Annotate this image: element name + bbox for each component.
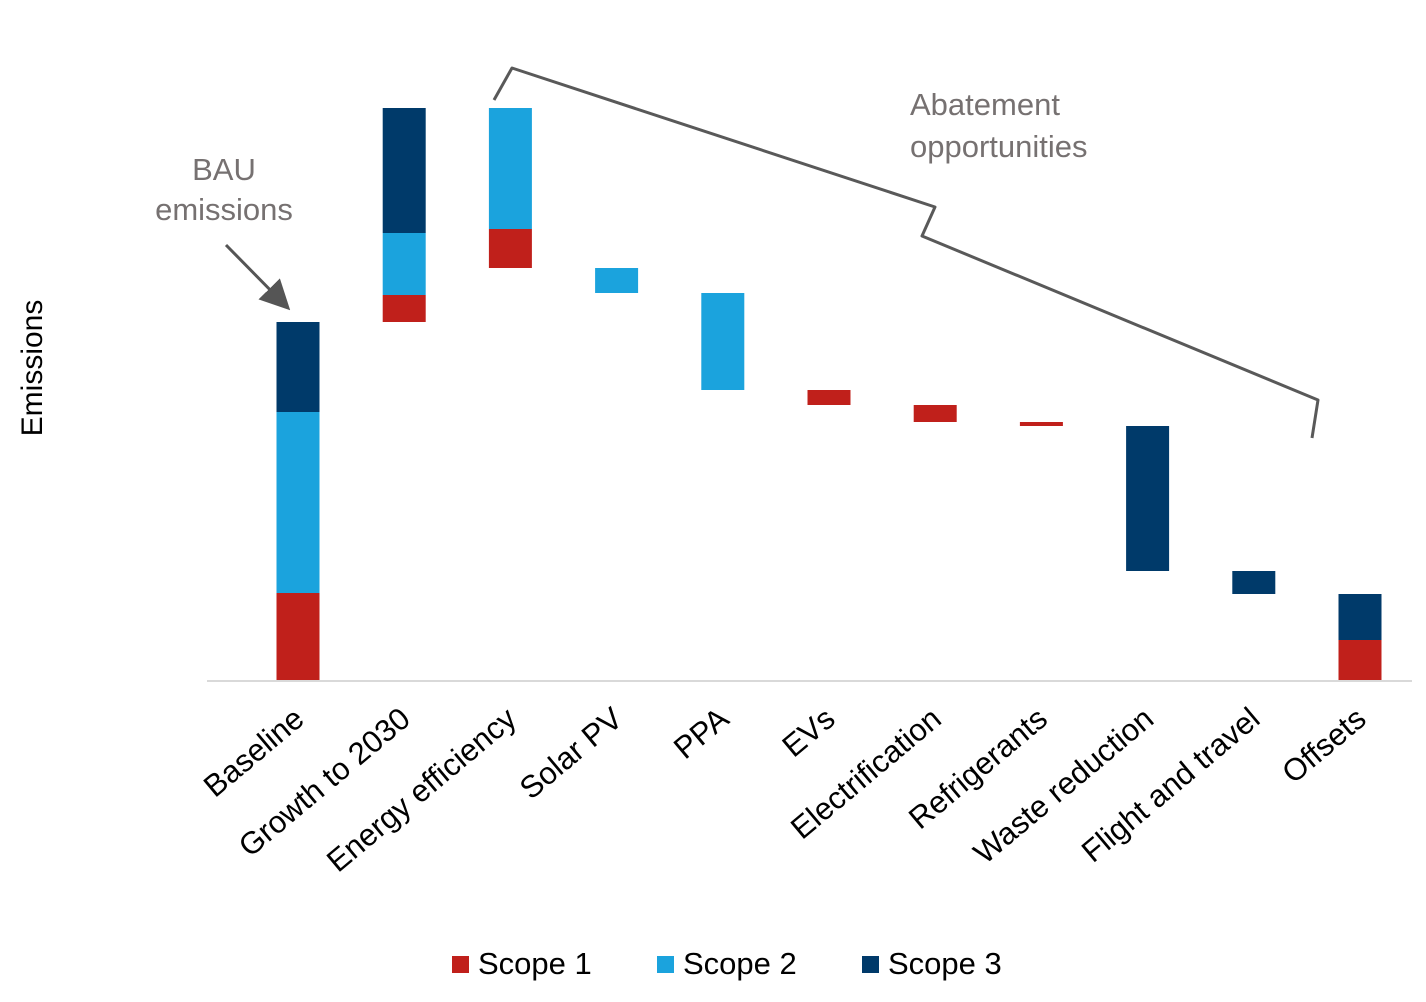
legend-swatch-scope-1 xyxy=(452,956,469,973)
bau-arrow xyxy=(224,243,291,311)
x-tick-evs: EVs xyxy=(775,701,841,764)
abatement-annotation: Abatement opportunities xyxy=(492,66,1320,439)
bar-energy-efficiency-scope-1 xyxy=(488,229,532,268)
y-axis-title: Emissions xyxy=(16,300,49,437)
bau-annotation-line-2: emissions xyxy=(155,192,293,227)
bau-annotation-line-1: BAU xyxy=(192,152,256,187)
x-tick-energy-efficiency: Energy efficiency xyxy=(320,700,523,879)
bar-waste-reduction-scope-3 xyxy=(1126,426,1170,571)
bar-refrigerants-scope-1 xyxy=(1019,422,1063,426)
legend-label-scope-3: Scope 3 xyxy=(888,946,1002,981)
legend-label-scope-2: Scope 2 xyxy=(683,946,797,981)
legend-swatch-scope-3 xyxy=(862,956,879,973)
bau-annotation: BAU emissions xyxy=(155,152,293,311)
bar-growth-to-2030-scope-1 xyxy=(382,295,426,322)
legend-item-scope-1: Scope 1 xyxy=(452,946,592,981)
bar-energy-efficiency-scope-2 xyxy=(488,108,532,229)
bar-baseline-scope-1 xyxy=(276,593,320,680)
bar-offsets-scope-3 xyxy=(1338,594,1382,640)
bar-growth-to-2030-scope-2 xyxy=(382,233,426,295)
x-tick-offsets: Offsets xyxy=(1275,701,1372,791)
abatement-annotation-line-1: Abatement xyxy=(910,87,1060,122)
legend-item-scope-2: Scope 2 xyxy=(657,946,797,981)
abatement-bracket xyxy=(492,66,1320,439)
bar-flight-and-travel-scope-3 xyxy=(1232,571,1276,594)
bar-baseline-scope-3 xyxy=(276,322,320,412)
bar-ppa-scope-2 xyxy=(701,293,745,390)
legend: Scope 1 Scope 2 Scope 3 xyxy=(452,946,1002,981)
bar-offsets-scope-1 xyxy=(1338,640,1382,680)
legend-label-scope-1: Scope 1 xyxy=(478,946,592,981)
x-tick-flight-and-travel: Flight and travel xyxy=(1075,701,1266,870)
bar-electrification-scope-1 xyxy=(913,405,957,422)
bar-evs-scope-1 xyxy=(807,390,851,405)
x-tick-solar-pv: Solar PV xyxy=(513,700,629,806)
x-tick-waste-reduction: Waste reduction xyxy=(967,701,1160,871)
legend-swatch-scope-2 xyxy=(657,956,674,973)
bar-growth-to-2030-scope-3 xyxy=(382,108,426,233)
bar-solar-pv-scope-2 xyxy=(595,268,639,293)
x-tick-ppa: PPA xyxy=(667,700,736,765)
bars-layer xyxy=(276,108,1382,680)
abatement-annotation-line-2: opportunities xyxy=(910,129,1088,164)
legend-item-scope-3: Scope 3 xyxy=(862,946,1002,981)
bar-baseline-scope-2 xyxy=(276,412,320,593)
